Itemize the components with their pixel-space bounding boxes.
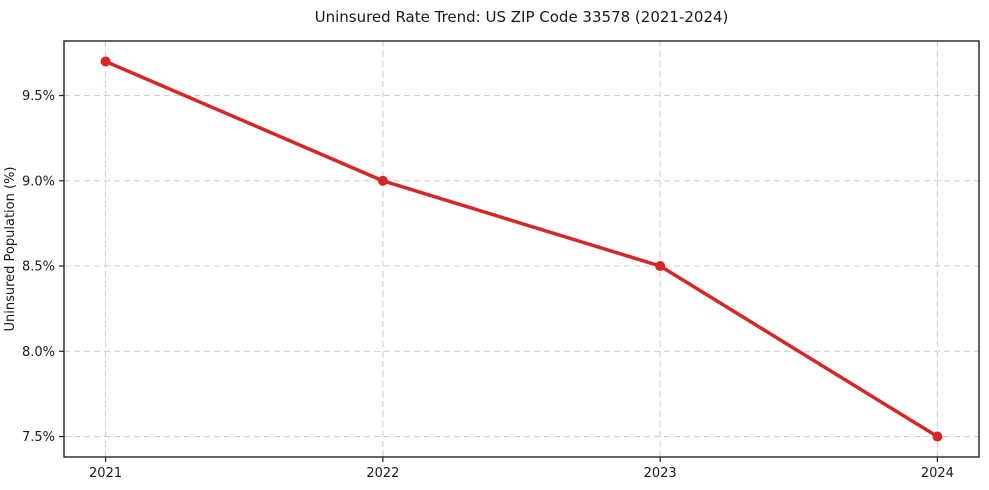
tick-labels: 7.5% 8.0% 8.5% 9.0% 9.5% 2021 2022 2023 2024 [22,89,954,481]
y-axis-label: Uninsured Population (%) [3,167,18,332]
x-tick-label: 2021 [89,466,122,481]
axis-ticks [59,94,939,462]
y-tick-label: 9.5% [22,89,55,104]
data-point [100,56,111,67]
y-tick-label: 7.5% [22,430,55,445]
y-tick-label: 8.0% [22,345,55,360]
gridlines [64,41,979,457]
x-tick-label: 2024 [921,466,954,481]
data-point [932,431,943,442]
y-tick-label: 8.5% [22,260,55,275]
data-point [655,261,666,272]
chart-title: Uninsured Rate Trend: US ZIP Code 33578 … [315,8,729,26]
plot-border [63,40,980,458]
y-tick-label: 9.0% [22,174,55,189]
trend-line [103,59,940,439]
data-point [377,175,388,186]
x-tick-label: 2023 [644,466,677,481]
series-line [100,56,943,442]
x-tick-label: 2022 [366,466,399,481]
